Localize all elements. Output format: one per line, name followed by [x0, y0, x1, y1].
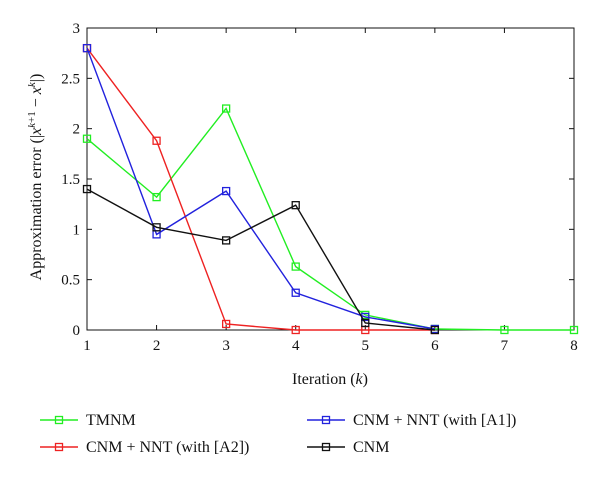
x-tick-label: 2	[153, 338, 161, 354]
x-tick-label: 6	[431, 338, 439, 354]
y-tick-label: 0.5	[61, 273, 80, 289]
series-line-3	[86, 47, 436, 330]
x-tick-label: 1	[83, 338, 91, 354]
series-1-marker	[569, 325, 579, 335]
series-4-marker	[221, 236, 231, 245]
legend-marker-3	[321, 415, 331, 425]
x-axis-title-var: k	[356, 371, 364, 388]
series-2-marker	[291, 325, 300, 335]
plot-area	[86, 27, 575, 331]
y-tick-label: 3	[73, 21, 81, 37]
legend-label-4: CNM	[353, 439, 389, 456]
series-line-1	[86, 107, 574, 331]
legend: TMNM CNM + NNT (with [A2]) CNM + NNT (with…	[40, 412, 516, 456]
plot-frame	[86, 27, 575, 331]
x-axis-title-main: Iteration (	[292, 371, 356, 388]
series-line-2	[86, 47, 435, 331]
series-4-marker	[152, 223, 161, 232]
series-4-marker	[82, 184, 92, 194]
legend-label-2: CNM + NNT (with [A2])	[86, 439, 249, 456]
y-axis-title-suffix: |)	[28, 74, 45, 83]
x-tick-label: 5	[362, 338, 370, 354]
x-tick-label: 3	[222, 338, 230, 354]
series-1-marker	[500, 325, 509, 335]
x-axis-title-close: )	[363, 371, 368, 388]
series-3-marker	[82, 43, 92, 53]
y-axis-title: Approximation error (|xk+1 − xk|)	[26, 74, 45, 281]
legend-marker-1	[54, 415, 64, 425]
y-axis-title-x1: x	[28, 128, 45, 136]
series-1-marker	[291, 262, 300, 271]
series-3-marker	[221, 186, 231, 196]
legend-label-3: CNM + NNT (with [A1])	[353, 412, 516, 429]
y-axis-title-minus: −	[28, 94, 45, 111]
y-axis-title-x2: x	[28, 87, 45, 95]
y-tick-label: 1.5	[61, 172, 80, 188]
series-3-marker	[291, 288, 300, 297]
series-1-marker	[152, 192, 161, 202]
svg-text:Approximation error (|xk+1 − x: Approximation error (|xk+1 − xk|)	[26, 74, 45, 281]
series-1-marker	[82, 134, 92, 143]
y-tick-label: 1	[73, 222, 81, 238]
series-layer	[82, 43, 579, 335]
x-tick-label: 4	[292, 338, 300, 354]
y-axis-title-sup2: k	[26, 81, 38, 87]
series-4-marker	[361, 318, 370, 328]
y-axis-title-sup1: k+1	[26, 111, 38, 128]
series-2-marker	[152, 136, 161, 145]
x-tick-label: 8	[570, 338, 578, 354]
y-tick-label: 2.5	[61, 71, 80, 87]
x-tick-label: 7	[501, 338, 509, 354]
legend-marker-2	[54, 442, 64, 452]
series-line-4	[86, 188, 435, 331]
y-axis-ticks: 0 0.5 1 1.5 2 2.5 3	[61, 21, 574, 339]
y-tick-label: 2	[73, 122, 81, 138]
y-tick-label: 0	[73, 323, 81, 339]
series-4-marker	[291, 201, 300, 210]
series-4-marker	[430, 325, 440, 335]
legend-marker-4	[321, 442, 331, 452]
legend-label-1: TMNM	[86, 412, 136, 429]
series-2-marker	[221, 319, 231, 329]
series-1-marker	[221, 104, 231, 113]
y-axis-title-prefix: Approximation error (|	[28, 135, 45, 280]
x-axis-title: Iteration (k)	[292, 371, 368, 388]
